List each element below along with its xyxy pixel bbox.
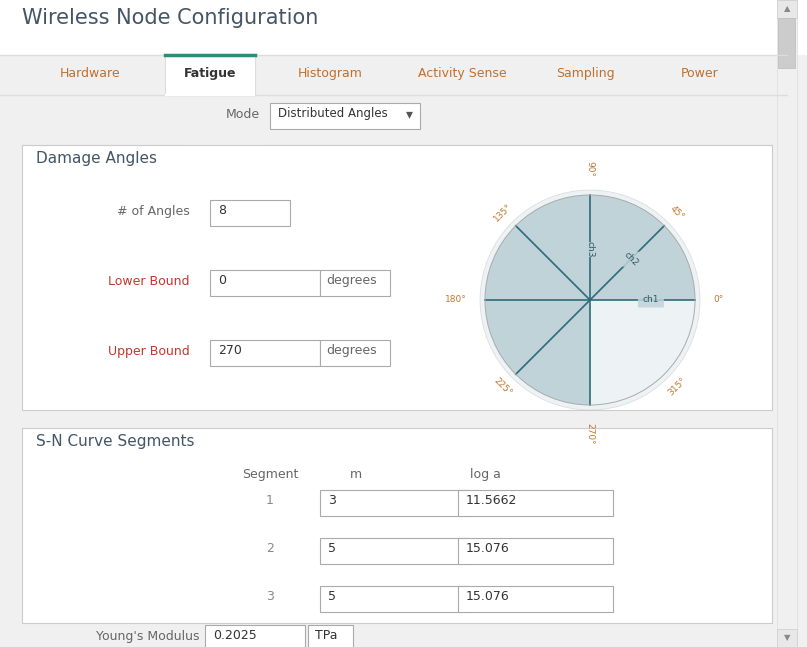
Text: m: m [350, 468, 362, 481]
Text: ▾: ▾ [406, 107, 413, 121]
Text: 225°: 225° [492, 376, 514, 398]
FancyBboxPatch shape [577, 242, 603, 257]
Text: 1: 1 [266, 494, 274, 507]
Bar [22, 145, 772, 410]
Text: S-N Curve Segments: S-N Curve Segments [36, 434, 194, 449]
Bar [458, 490, 613, 516]
Bar [320, 490, 470, 516]
Bar [165, 55, 255, 95]
Text: ▲: ▲ [784, 5, 790, 14]
Text: 5: 5 [328, 590, 336, 603]
Text: Sampling: Sampling [556, 67, 614, 80]
Bar [308, 625, 353, 647]
Text: 2: 2 [266, 542, 274, 555]
Bar [320, 270, 390, 296]
Text: 315°: 315° [666, 376, 688, 398]
Text: 3: 3 [266, 590, 274, 603]
Text: degrees: degrees [326, 344, 377, 357]
Bar [0, 0, 807, 55]
Text: Histogram: Histogram [298, 67, 362, 80]
Text: # of Angles: # of Angles [117, 205, 190, 218]
Bar [22, 428, 772, 623]
Text: Activity Sense: Activity Sense [418, 67, 506, 80]
Text: Hardware: Hardware [60, 67, 120, 80]
Text: 0°: 0° [713, 296, 723, 305]
Text: 0: 0 [218, 274, 226, 287]
Bar [210, 200, 290, 226]
Text: 45°: 45° [668, 204, 686, 222]
Bar [777, 0, 797, 18]
Text: Wireless Node Configuration: Wireless Node Configuration [22, 8, 319, 28]
Text: ch3: ch3 [586, 241, 595, 258]
Bar [777, 629, 797, 647]
Text: 11.5662: 11.5662 [466, 494, 517, 507]
Text: 270°: 270° [586, 423, 595, 444]
Bar [270, 103, 420, 129]
FancyBboxPatch shape [638, 292, 664, 307]
Text: Power: Power [681, 67, 719, 80]
Text: 15.076: 15.076 [466, 542, 510, 555]
Bar [320, 538, 470, 564]
Text: Mode: Mode [226, 108, 260, 121]
Text: 15.076: 15.076 [466, 590, 510, 603]
Text: 270: 270 [218, 344, 242, 357]
Text: Lower Bound: Lower Bound [108, 275, 190, 288]
Text: TPa: TPa [315, 629, 337, 642]
Text: Upper Bound: Upper Bound [108, 345, 190, 358]
Bar [320, 340, 390, 366]
Bar [777, 0, 797, 647]
Text: ch1: ch1 [642, 296, 659, 305]
Text: Young's Modulus: Young's Modulus [97, 630, 200, 643]
Text: degrees: degrees [326, 274, 377, 287]
Text: ▼: ▼ [784, 633, 790, 642]
Bar [210, 340, 320, 366]
Text: 90°: 90° [586, 161, 595, 177]
Text: 8: 8 [218, 204, 226, 217]
Text: log a: log a [470, 468, 501, 481]
Text: 5: 5 [328, 542, 336, 555]
Text: Distributed Angles: Distributed Angles [278, 107, 387, 120]
Bar [205, 625, 305, 647]
Bar [458, 586, 613, 612]
Text: 135°: 135° [492, 202, 514, 224]
Text: Segment: Segment [242, 468, 299, 481]
Text: 0.2025: 0.2025 [213, 629, 257, 642]
Bar [458, 538, 613, 564]
Bar [778, 18, 795, 68]
Bar [210, 270, 320, 296]
Text: 180°: 180° [445, 296, 467, 305]
Wedge shape [485, 195, 695, 405]
Text: Damage Angles: Damage Angles [36, 151, 157, 166]
Bar [320, 586, 470, 612]
Text: Fatigue: Fatigue [184, 67, 236, 80]
Text: 3: 3 [328, 494, 336, 507]
Circle shape [480, 190, 700, 410]
Text: ch2: ch2 [622, 250, 640, 268]
FancyBboxPatch shape [618, 252, 644, 267]
